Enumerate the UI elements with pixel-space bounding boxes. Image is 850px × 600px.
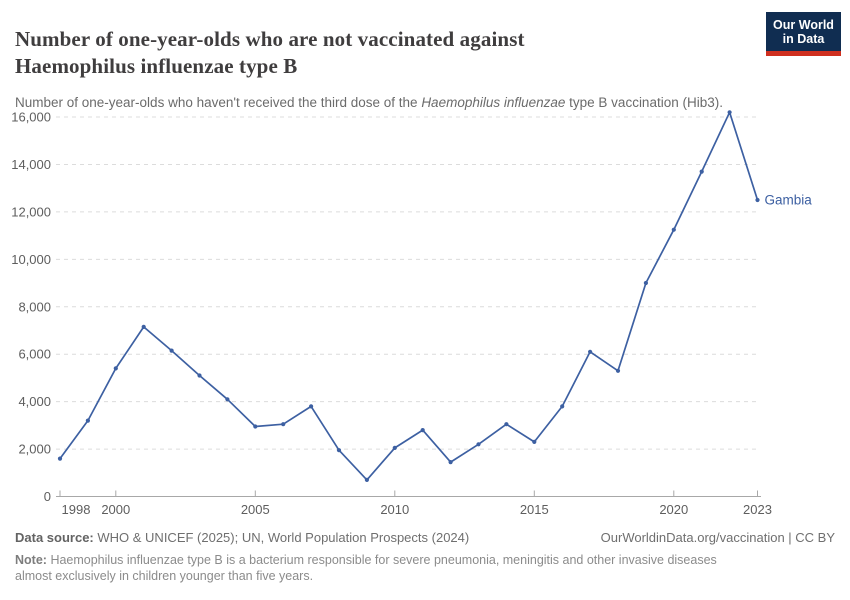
data-point [336, 448, 342, 453]
data-point [85, 418, 90, 423]
x-axis-tick-label: 2023 [743, 502, 772, 517]
data-point [504, 422, 509, 427]
owid-logo: Our World in Data [766, 12, 841, 56]
data-point [643, 280, 649, 286]
y-axis-tick-label: 6,000 [18, 347, 51, 362]
series-label-gambia: Gambia [765, 193, 813, 208]
data-point [113, 366, 118, 371]
x-axis-tick-label: 2015 [520, 502, 549, 517]
x-axis-tick-label: 2010 [380, 502, 409, 517]
data-point [532, 439, 537, 444]
note-text: Haemophilus influenzae type B is a bacte… [15, 553, 717, 583]
data-source: Data source: WHO & UNICEF (2025); UN, Wo… [15, 530, 469, 546]
license-link[interactable]: OurWorldinData.org/vaccination | CC BY [600, 530, 835, 545]
data-point [671, 227, 676, 232]
chart-title: Number of one-year-olds who are not vacc… [15, 27, 525, 79]
x-axis-tick-label: 1998 [62, 502, 91, 517]
data-point [588, 349, 593, 354]
note-label: Note: [15, 553, 47, 567]
data-point [169, 348, 174, 353]
y-axis-tick-label: 10,000 [11, 252, 51, 267]
y-axis-tick-label: 4,000 [18, 394, 51, 409]
y-axis-tick-label: 2,000 [18, 442, 51, 457]
data-point [225, 397, 230, 402]
series-line-gambia [59, 111, 759, 481]
data-point [309, 404, 314, 409]
data-source-text: WHO & UNICEF (2025); UN, World Populatio… [97, 530, 470, 545]
data-point [727, 110, 732, 115]
owid-logo-line2: in Data [782, 32, 825, 46]
data-point [476, 442, 481, 447]
data-point [560, 404, 565, 409]
y-axis-tick-label: 14,000 [11, 157, 51, 172]
data-point [420, 428, 425, 433]
data-point [253, 424, 258, 429]
subtitle-text-suffix: type B vaccination (Hib3). [565, 94, 723, 110]
y-axis-tick-label: 12,000 [11, 204, 51, 219]
data-point [141, 324, 146, 329]
x-axis-tick-label: 2020 [659, 502, 688, 517]
data-point [57, 456, 63, 461]
data-point [197, 373, 202, 378]
data-point [615, 368, 621, 373]
subtitle-italic-text: Haemophilus influenzae [421, 94, 566, 110]
chart-footer: Data source: WHO & UNICEF (2025); UN, Wo… [15, 530, 835, 584]
chart-note: Note: Haemophilus influenzae type B is a… [15, 553, 743, 584]
data-point [392, 445, 397, 450]
subtitle-text: Number of one-year-olds who haven't rece… [15, 94, 422, 110]
x-axis-tick-label: 2005 [241, 502, 270, 517]
data-point [699, 169, 704, 174]
data-source-label: Data source: [15, 530, 94, 545]
y-axis-tick-label: 16,000 [11, 110, 51, 125]
chart-subtitle: Number of one-year-olds who haven't rece… [15, 94, 835, 111]
x-axis-tick-label: 2000 [101, 502, 130, 517]
owid-logo-line1: Our World [773, 18, 834, 32]
y-axis-tick-label: 0 [44, 489, 51, 504]
y-axis-tick-label: 8,000 [18, 299, 51, 314]
data-point [281, 422, 286, 427]
data-point [448, 460, 453, 465]
data-point [364, 477, 369, 482]
data-point [755, 197, 760, 203]
